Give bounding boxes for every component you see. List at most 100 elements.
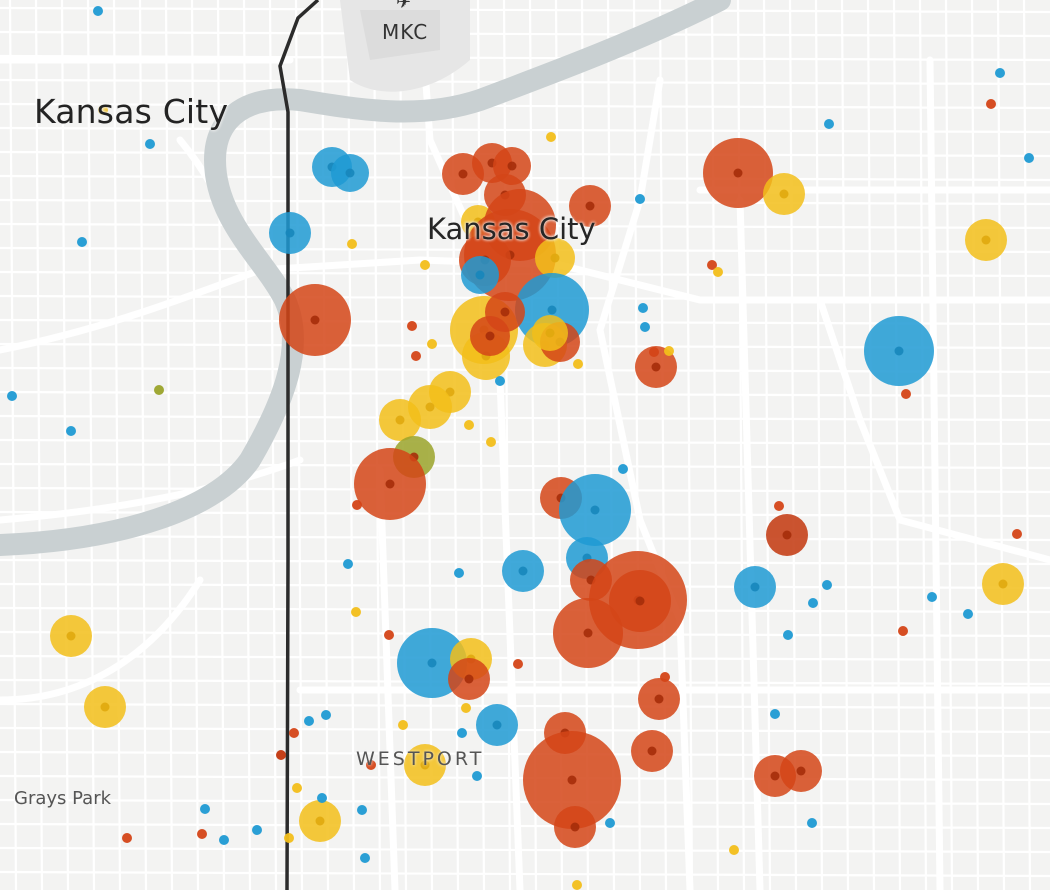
airport-grounds	[340, 0, 470, 92]
data-bubble[interactable]	[464, 420, 474, 430]
data-bubble[interactable]	[66, 426, 76, 436]
bubble-center-dot	[66, 631, 76, 641]
data-bubble[interactable]	[963, 609, 973, 619]
data-bubble[interactable]	[546, 132, 556, 142]
state-line	[278, 0, 320, 890]
bubble-center-dot	[585, 201, 595, 211]
data-bubble[interactable]	[808, 598, 818, 608]
bubble-center-dot	[475, 270, 485, 280]
data-bubble[interactable]	[770, 709, 780, 719]
bubble-center-dot	[545, 328, 555, 338]
data-bubble[interactable]	[618, 464, 628, 474]
data-bubble[interactable]	[824, 119, 834, 129]
data-bubble[interactable]	[252, 825, 262, 835]
bubble-center-dot	[590, 505, 600, 515]
data-bubble[interactable]	[145, 139, 155, 149]
data-bubble[interactable]	[292, 783, 302, 793]
bubble-center-dot	[285, 228, 295, 238]
data-bubble[interactable]	[486, 437, 496, 447]
bubble-center-dot	[770, 771, 780, 781]
bubble-center-dot	[395, 415, 405, 425]
data-bubble[interactable]	[807, 818, 817, 828]
data-bubble[interactable]	[398, 720, 408, 730]
data-bubble[interactable]	[898, 626, 908, 636]
data-bubble[interactable]	[427, 339, 437, 349]
data-bubble[interactable]	[495, 376, 505, 386]
data-bubble[interactable]	[93, 6, 103, 16]
data-bubble[interactable]	[321, 710, 331, 720]
bubble-center-dot	[315, 816, 325, 826]
data-bubble[interactable]	[384, 630, 394, 640]
bubble-center-dot	[100, 702, 110, 712]
bubble-center-dot	[464, 674, 474, 684]
data-bubble[interactable]	[986, 99, 996, 109]
data-bubble[interactable]	[1012, 529, 1022, 539]
bubble-center-dot	[547, 305, 557, 315]
data-bubble[interactable]	[276, 750, 286, 760]
bubble-center-dot	[750, 582, 760, 592]
data-bubble[interactable]	[649, 347, 659, 357]
data-bubble[interactable]	[457, 728, 467, 738]
bubble-center-dot	[458, 169, 468, 179]
data-bubble[interactable]	[289, 728, 299, 738]
data-bubble[interactable]	[343, 559, 353, 569]
data-bubble[interactable]	[635, 194, 645, 204]
data-bubble[interactable]	[461, 703, 471, 713]
data-bubble[interactable]	[219, 835, 229, 845]
data-bubble[interactable]	[1024, 153, 1034, 163]
data-bubble[interactable]	[304, 716, 314, 726]
data-bubble[interactable]	[360, 853, 370, 863]
data-bubble[interactable]	[317, 793, 327, 803]
bubble-center-dot	[570, 822, 580, 832]
data-bubble[interactable]	[420, 260, 430, 270]
data-bubble[interactable]	[284, 833, 294, 843]
data-bubble[interactable]	[664, 346, 674, 356]
data-bubble[interactable]	[660, 672, 670, 682]
data-bubble[interactable]	[713, 267, 723, 277]
data-bubble[interactable]	[901, 389, 911, 399]
bubble-center-dot	[485, 331, 495, 341]
bubble-center-dot	[550, 253, 560, 263]
data-bubble[interactable]	[513, 659, 523, 669]
data-bubble[interactable]	[366, 760, 376, 770]
data-bubble[interactable]	[122, 833, 132, 843]
bubble-center-dot	[420, 760, 430, 770]
data-bubble[interactable]	[572, 880, 582, 890]
data-bubble[interactable]	[640, 322, 650, 332]
data-bubble[interactable]	[783, 630, 793, 640]
bubble-center-dot	[425, 402, 435, 412]
data-bubble[interactable]	[357, 805, 367, 815]
data-bubble[interactable]	[472, 771, 482, 781]
data-bubble[interactable]	[98, 105, 108, 115]
data-bubble[interactable]	[352, 500, 362, 510]
bubble-center-dot	[583, 628, 593, 638]
data-bubble[interactable]	[197, 829, 207, 839]
data-bubble[interactable]	[200, 804, 210, 814]
data-bubble[interactable]	[7, 391, 17, 401]
data-bubble[interactable]	[77, 237, 87, 247]
data-bubble[interactable]	[707, 260, 717, 270]
data-bubble[interactable]	[411, 351, 421, 361]
bubble-center-dot	[310, 315, 320, 325]
data-bubble[interactable]	[454, 568, 464, 578]
data-bubble[interactable]	[638, 303, 648, 313]
bubble-center-dot	[385, 479, 395, 489]
data-bubble[interactable]	[822, 580, 832, 590]
bubble-center-dot	[894, 346, 904, 356]
data-bubble[interactable]	[605, 818, 615, 828]
data-bubble[interactable]	[729, 845, 739, 855]
data-bubble[interactable]	[774, 501, 784, 511]
data-bubble[interactable]	[351, 607, 361, 617]
bubble-center-dot	[779, 189, 789, 199]
data-bubble[interactable]	[407, 321, 417, 331]
data-bubble[interactable]	[154, 385, 164, 395]
bubble-center-dot	[427, 658, 437, 668]
data-bubble[interactable]	[347, 239, 357, 249]
bubble-center-dot	[796, 766, 806, 776]
data-bubble[interactable]	[573, 359, 583, 369]
data-bubble[interactable]	[995, 68, 1005, 78]
bubble-center-dot	[635, 596, 645, 606]
data-bubble[interactable]	[927, 592, 937, 602]
